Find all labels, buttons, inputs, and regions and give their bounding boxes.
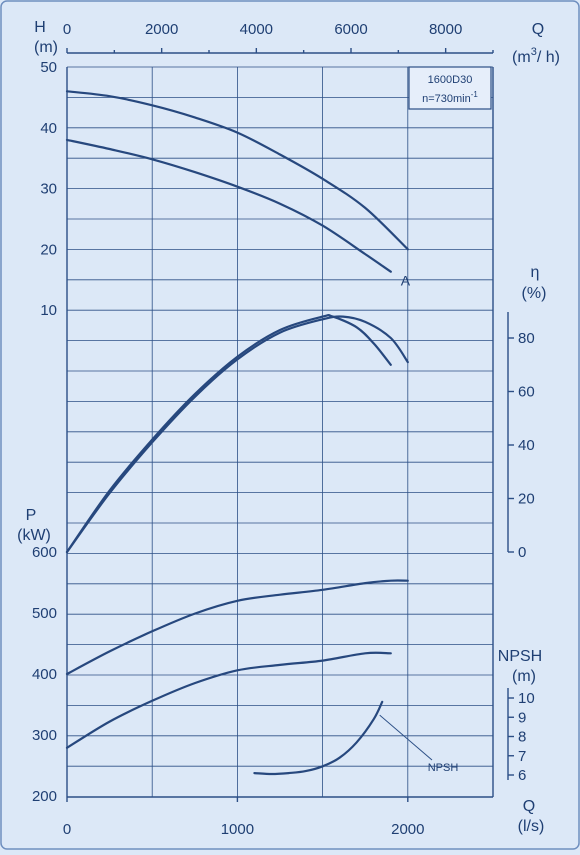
head-tick-label-30: 30	[40, 181, 57, 198]
head-axis-unit: (m)	[34, 39, 58, 56]
head-curve-label-A: A	[401, 273, 411, 289]
head-axis-label: H	[34, 19, 46, 36]
model-box-line1: 1600D30	[428, 74, 473, 86]
top-q-axis-label: Q	[532, 21, 544, 38]
top-q-tick-label-4000: 4000	[240, 21, 273, 38]
head-tick-label-40: 40	[40, 120, 57, 137]
top-q-unit-exp: 3	[531, 46, 537, 58]
efficiency-curve-3	[65, 315, 409, 554]
top-q-unit-base: (m	[512, 49, 531, 66]
head-curve-2	[65, 138, 392, 273]
power-axis-label: P	[26, 507, 37, 524]
bottom-q-tick-label-1000: 1000	[221, 821, 254, 838]
npsh-curve-label: NPSH	[428, 762, 459, 774]
bottom-q-tick-label-0: 0	[63, 821, 71, 838]
model-box	[408, 66, 492, 110]
npsh-axis-label: NPSH	[498, 648, 542, 665]
power-axis-unit: (kW)	[17, 527, 51, 544]
top-q-tick-label-2000: 2000	[145, 21, 178, 38]
head-tick-label-20: 20	[40, 241, 57, 258]
grid-lines	[67, 66, 494, 797]
power-tick-label-300: 300	[32, 727, 57, 744]
model-box-speed-exp: -1	[471, 90, 479, 99]
npsh-tick-label-10: 10	[518, 690, 535, 707]
power-tick-label-200: 200	[32, 788, 57, 805]
efficiency-tick-label-0: 0	[518, 544, 526, 561]
model-box-line2: n=730min-1	[422, 90, 478, 105]
head-tick-label-50: 50	[40, 59, 57, 76]
efficiency-tick-label-40: 40	[518, 437, 535, 454]
top-q-tick-label-8000: 8000	[429, 21, 462, 38]
npsh-tick-label-6: 6	[518, 767, 526, 784]
head-curve-1	[65, 90, 409, 251]
model-box-speed: n=730min	[422, 93, 471, 105]
efficiency-curve-4	[65, 314, 392, 554]
axes	[66, 48, 514, 802]
bottom-q-axis-label: Q	[523, 798, 535, 815]
efficiency-tick-label-80: 80	[518, 330, 535, 347]
npsh-curve-7	[253, 700, 384, 776]
npsh-tick-label-9: 9	[518, 709, 526, 726]
bottom-q-axis-unit: (l/s)	[518, 818, 545, 835]
top-q-tick-label-6000: 6000	[334, 21, 367, 38]
top-q-unit-tail: / h)	[537, 49, 560, 66]
efficiency-tick-label-20: 20	[518, 491, 535, 508]
top-q-tick-label-0: 0	[63, 21, 71, 38]
power-tick-label-400: 400	[32, 666, 57, 683]
npsh-tick-label-8: 8	[518, 729, 526, 746]
npsh-leader-line	[379, 714, 433, 761]
top-q-axis-unit: (m3/ h)	[512, 46, 560, 66]
head-tick-label-10: 10	[40, 302, 57, 319]
bottom-q-tick-label-2000: 2000	[391, 821, 424, 838]
efficiency-axis-unit: (%)	[522, 285, 547, 302]
power-curve-5	[65, 579, 409, 676]
npsh-axis-unit: (m)	[512, 668, 536, 685]
efficiency-tick-label-60: 60	[518, 384, 535, 401]
power-curve-6	[65, 651, 392, 749]
curves: A NPSH	[65, 90, 459, 776]
npsh-tick-label-7: 7	[518, 748, 526, 765]
power-tick-label-600: 600	[32, 544, 57, 561]
efficiency-axis-label: η	[531, 264, 540, 281]
power-tick-label-500: 500	[32, 605, 57, 622]
